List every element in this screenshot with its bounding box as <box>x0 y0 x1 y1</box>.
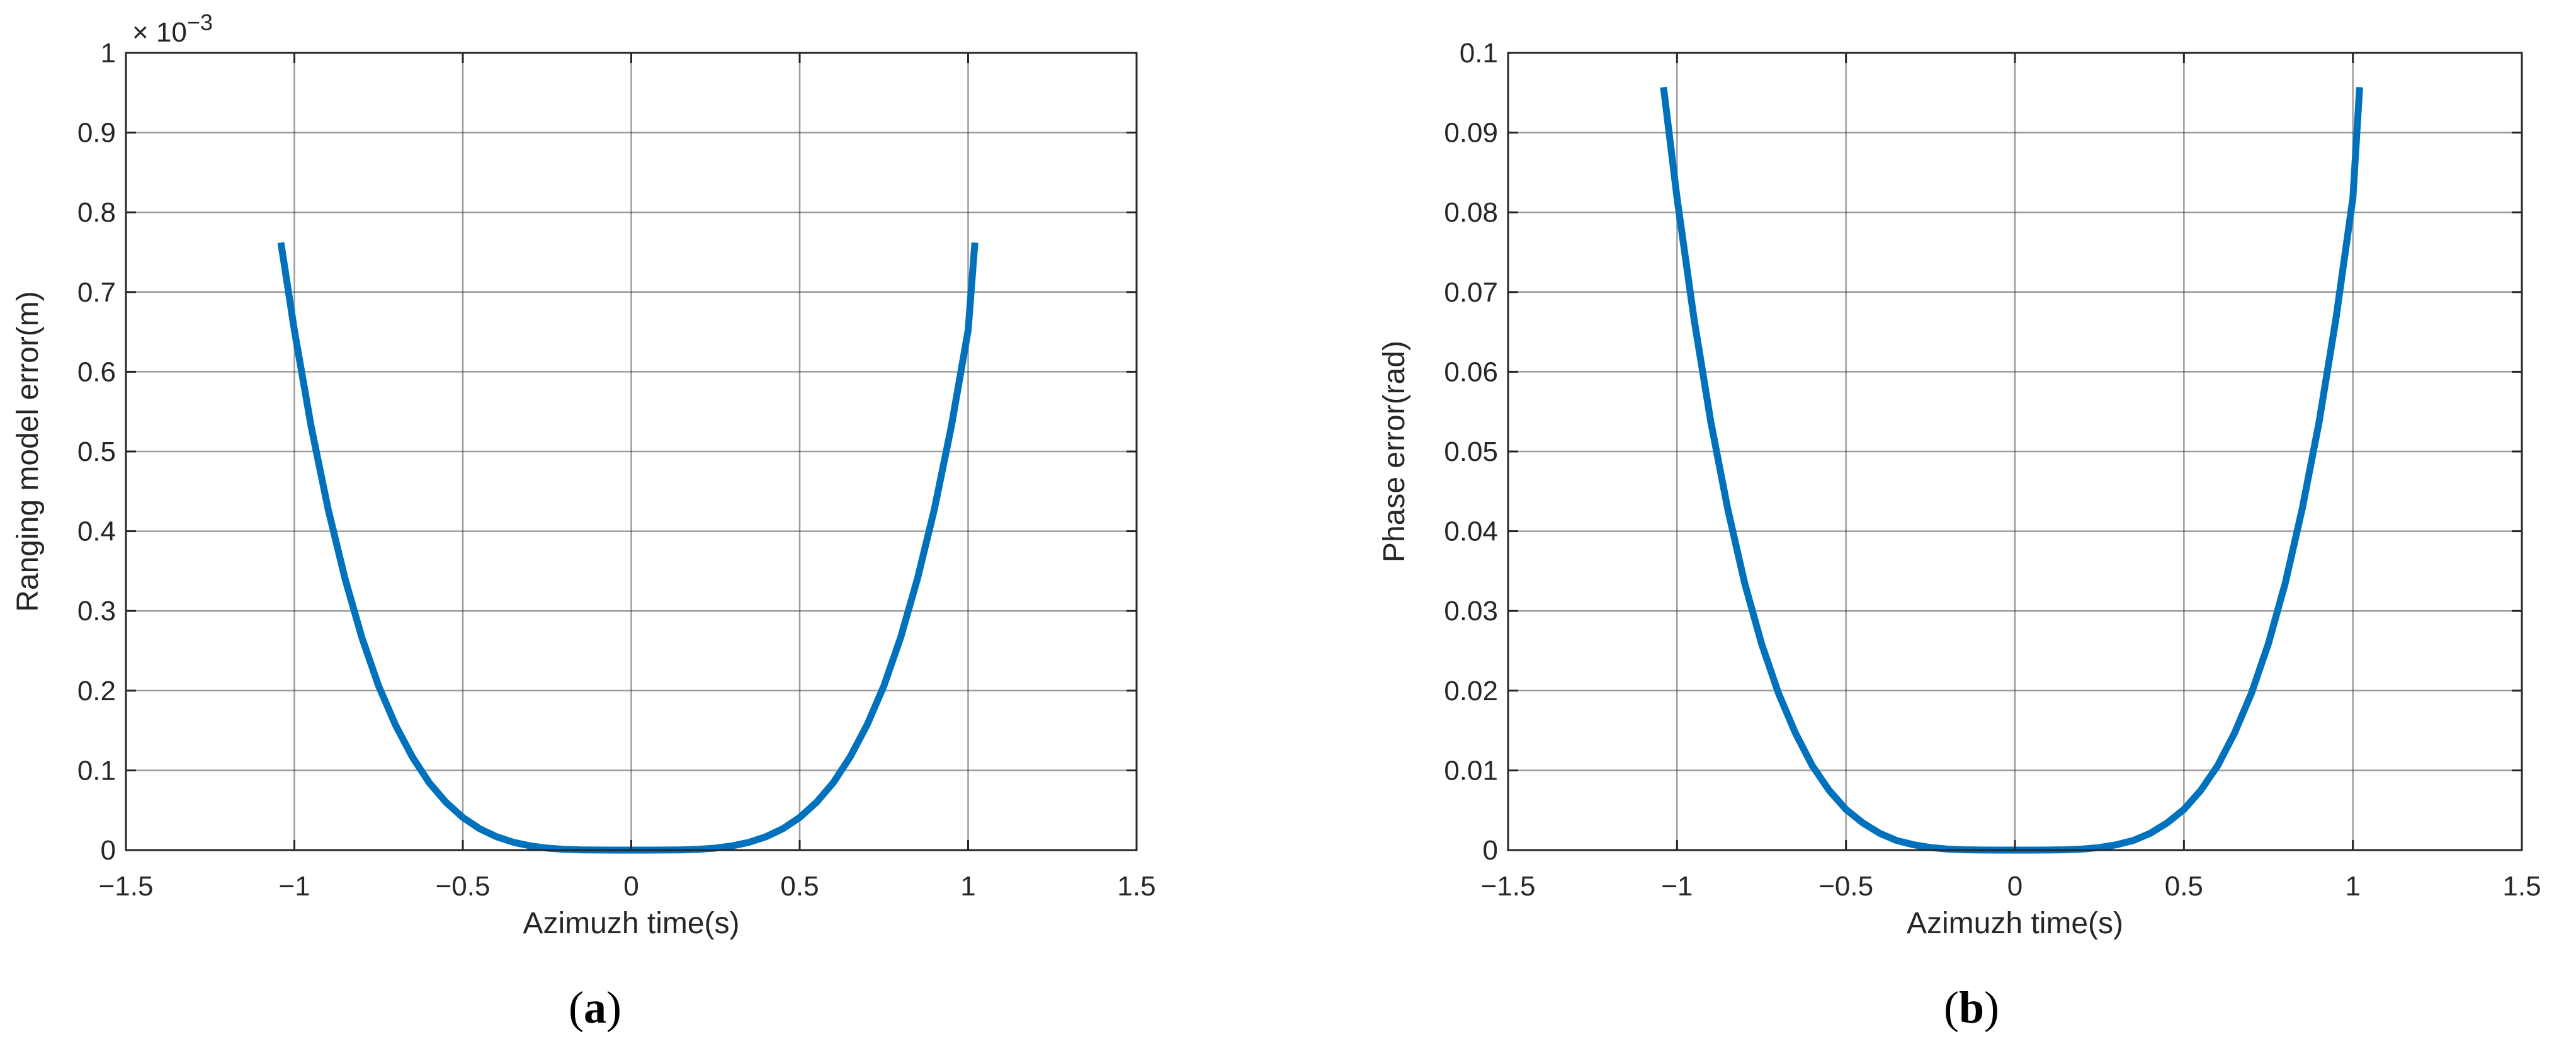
y-tick-label: 0.1 <box>77 755 116 786</box>
x-tick-label: 1.5 <box>1117 871 1155 902</box>
chart-panel-a: −1.5 −1 −0.5 0 0.5 1 1.5 0 0.1 0.2 0.3 0.4 0.5 0.6 0.7… <box>11 9 1156 1033</box>
y-exponent-label: × 10−3 <box>132 9 213 48</box>
x-axis-label: Azimuzh time(s) <box>1907 907 2123 940</box>
y-tick-label: 0.01 <box>1444 755 1498 786</box>
y-tick-label: 0.1 <box>1460 38 1498 69</box>
y-tick-label: 0.5 <box>77 436 116 467</box>
x-tick-label: −1.5 <box>99 871 154 902</box>
y-tick-label: 0.3 <box>77 596 116 627</box>
y-axis-label: Ranging model error(m) <box>11 291 45 612</box>
x-tick-label: 1 <box>2345 871 2360 902</box>
y-tick-label: 0.9 <box>77 118 116 149</box>
panel-label: (b) <box>1944 982 1999 1033</box>
y-tick-label: 1 <box>101 38 116 69</box>
y-tick-label: 0.7 <box>77 277 116 308</box>
x-tick-label: −1.5 <box>1481 871 1536 902</box>
x-axis-label: Azimuzh time(s) <box>523 907 739 940</box>
x-tick-label: −1 <box>1661 871 1693 902</box>
x-tick-label: −1 <box>278 871 310 902</box>
panel-label-close: ) <box>606 982 621 1033</box>
y-tick-label: 0.07 <box>1444 277 1498 308</box>
x-tick-label: 0 <box>623 871 638 902</box>
chart-panel-b: −1.5 −1 −0.5 0 0.5 1 1.5 0 0.01 0.02 0.03 0.04 0.05 0… <box>1378 38 2541 1033</box>
panel-label-letter: a <box>584 982 606 1033</box>
y-tick-label: 0.4 <box>77 516 116 547</box>
x-tick-label: −0.5 <box>1819 871 1873 902</box>
y-tick-label: 0 <box>1483 835 1498 866</box>
y-tick-label: 0.04 <box>1444 516 1498 547</box>
x-tick-label: 1.5 <box>2502 871 2541 902</box>
panel-label-open: ( <box>1944 982 1959 1033</box>
panel-label: (a) <box>569 982 621 1033</box>
y-tick-label: 0.03 <box>1444 596 1498 627</box>
y-tick-label: 0.2 <box>77 676 116 707</box>
y-tick-label: 0.08 <box>1444 197 1498 228</box>
y-tick-label: 0.09 <box>1444 118 1498 149</box>
y-tick-label: 0.06 <box>1444 356 1498 387</box>
y-tick-label: 0.05 <box>1444 436 1498 467</box>
y-tick-label: 0 <box>101 835 116 866</box>
panel-label-letter: b <box>1959 982 1984 1033</box>
y-exponent-base: × 10 <box>132 17 187 48</box>
x-tick-label: 0.5 <box>2165 871 2203 902</box>
x-tick-label: 1 <box>960 871 975 902</box>
x-tick-label: 0 <box>2007 871 2023 902</box>
panel-label-open: ( <box>569 982 584 1033</box>
plot-area <box>126 53 1137 850</box>
panel-label-close: ) <box>1984 982 1999 1033</box>
y-tick-label: 0.02 <box>1444 676 1498 707</box>
y-exponent-power: −3 <box>187 9 213 35</box>
x-tick-label: 0.5 <box>780 871 819 902</box>
x-tick-label: −0.5 <box>436 871 491 902</box>
y-tick-label: 0.6 <box>77 356 116 387</box>
y-axis-label: Phase error(rad) <box>1378 341 1411 562</box>
y-tick-label: 0.8 <box>77 197 116 228</box>
